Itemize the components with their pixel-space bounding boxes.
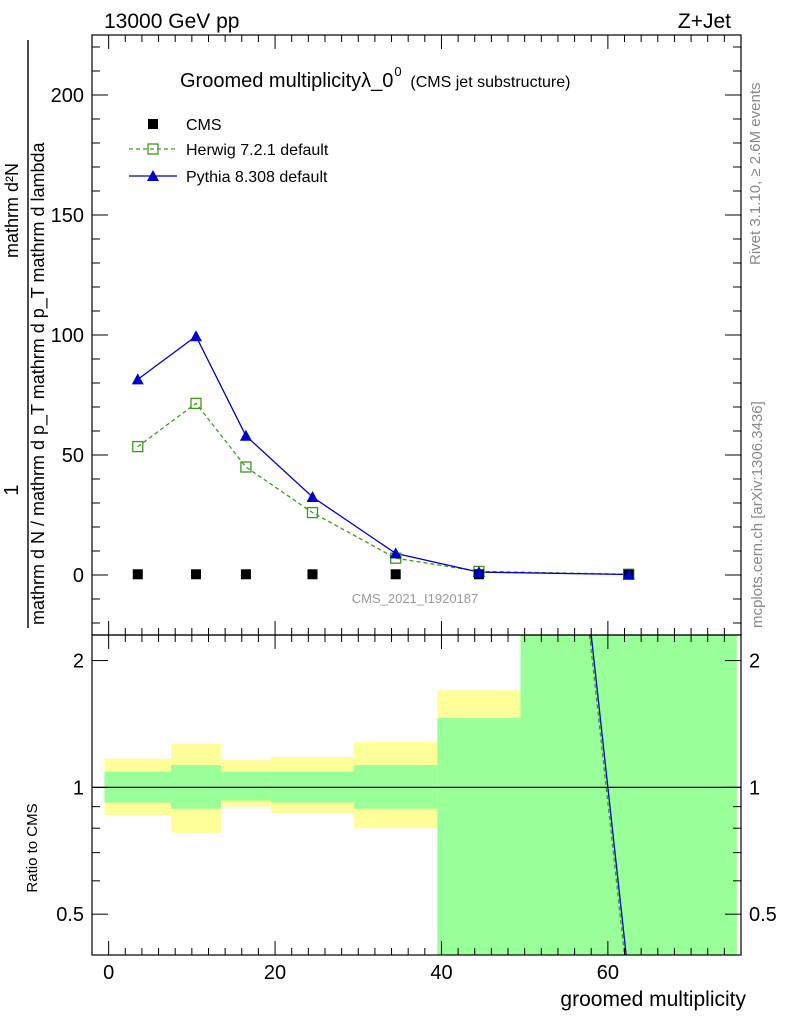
- herwig-point-1: [190, 397, 202, 410]
- xtick-label: 40: [430, 962, 452, 984]
- main-ylabel: 1 mathrm d N / mathrm d p_T mathrm d p_T…: [1, 40, 49, 628]
- legend-item-cms: CMS: [148, 117, 222, 134]
- legend-item-pythia: Pythia 8.308 default: [129, 169, 328, 186]
- pythia-point-1: [190, 330, 203, 342]
- axes: 0 50 100 150 200 0 20 40 60 0.5 0.5 1 1 2 2: [51, 34, 777, 984]
- legend-item-herwig: Herwig 7.2.1 default: [129, 142, 329, 159]
- herwig-point-2: [240, 461, 252, 473]
- ylabel-numerator-right: mathrm d²N: [2, 163, 22, 258]
- title-main: Groomed multiplicityλ_0: [180, 70, 393, 92]
- ratio-line-1: [590, 634, 627, 956]
- pythia-line: [137, 335, 629, 576]
- ratio-ytick-label-left: 2: [73, 651, 84, 673]
- main-ytick-label: 200: [51, 85, 84, 107]
- stat-band-bin-5: [437, 718, 521, 955]
- title-subtitle: (CMS jet substructure): [410, 74, 570, 91]
- mcplots-label: mcplots.cern.ch [arXiv:1306.3436]: [749, 401, 766, 628]
- xtick-label: 20: [264, 962, 286, 984]
- xtick-label: 60: [597, 962, 619, 984]
- pythia-point-0: [131, 373, 144, 385]
- legend: CMS Herwig 7.2.1 default Pythia 8.308 de…: [129, 117, 329, 186]
- ratio-line-0: [588, 634, 626, 956]
- pythia-point-3: [306, 491, 319, 502]
- pythia-point-6: [622, 568, 635, 580]
- xlabel: groomed multiplicity: [560, 988, 746, 1011]
- main-ytick-label: 50: [62, 445, 84, 467]
- rivet-label: Rivet 3.1.10, ≥ 2.6M events: [747, 83, 764, 266]
- legend-label-cms: CMS: [186, 117, 222, 134]
- ratio-ytick-label-left: 0.5: [56, 904, 84, 926]
- legend-marker-cms: [148, 119, 158, 129]
- ratio-ytick-label-right: 2: [749, 651, 760, 673]
- herwig-point-0: [132, 440, 144, 453]
- herwig-line: [137, 402, 629, 575]
- ylabel-denominator: mathrm d N / mathrm d p_T mathrm d p_T m…: [28, 142, 49, 625]
- stat-band-bin-6: [520, 635, 737, 955]
- ratio-bands: [92, 635, 741, 955]
- pythia-point-5: [472, 566, 485, 578]
- herwig-point-3: [306, 506, 319, 519]
- ratio-ylabel: Ratio to CMS: [24, 803, 41, 892]
- ratio-series: [588, 634, 627, 956]
- cms-point-4: [390, 569, 401, 580]
- title-superscript: 0: [394, 64, 401, 79]
- cms-point-0: [132, 569, 143, 580]
- legend-label-herwig: Herwig 7.2.1 default: [186, 142, 329, 159]
- legend-marker-pythia: [147, 170, 159, 181]
- ratio-ytick-label-right: 0.5: [749, 904, 777, 926]
- cms-point-2: [240, 569, 251, 580]
- analysis-watermark: CMS_2021_I1920187: [352, 591, 479, 606]
- xtick-label: 0: [103, 962, 114, 984]
- legend-marker-herwig: [147, 143, 159, 155]
- pythia-point-2: [239, 429, 252, 441]
- main-ytick-label: 100: [51, 325, 84, 347]
- header-left: 13000 GeV pp: [104, 10, 239, 33]
- chart-title: Groomed multiplicityλ_0 0 (CMS jet subst…: [180, 64, 570, 92]
- cms-point-3: [307, 569, 318, 580]
- ylabel-numerator: 1: [1, 484, 23, 495]
- cms-point-1: [191, 569, 202, 580]
- pythia-point-4: [389, 547, 402, 559]
- main-ytick-label: 0: [73, 565, 84, 587]
- stat-band-bin-2: [220, 771, 271, 801]
- ratio-ytick-label-left: 1: [73, 777, 84, 799]
- header-right: Z+Jet: [678, 10, 731, 33]
- main-series: [131, 330, 635, 580]
- ratio-frame: [91, 634, 742, 956]
- main-ytick-label: 150: [51, 205, 84, 227]
- ratio-ytick-label-right: 1: [749, 777, 760, 799]
- legend-label-pythia: Pythia 8.308 default: [186, 169, 328, 186]
